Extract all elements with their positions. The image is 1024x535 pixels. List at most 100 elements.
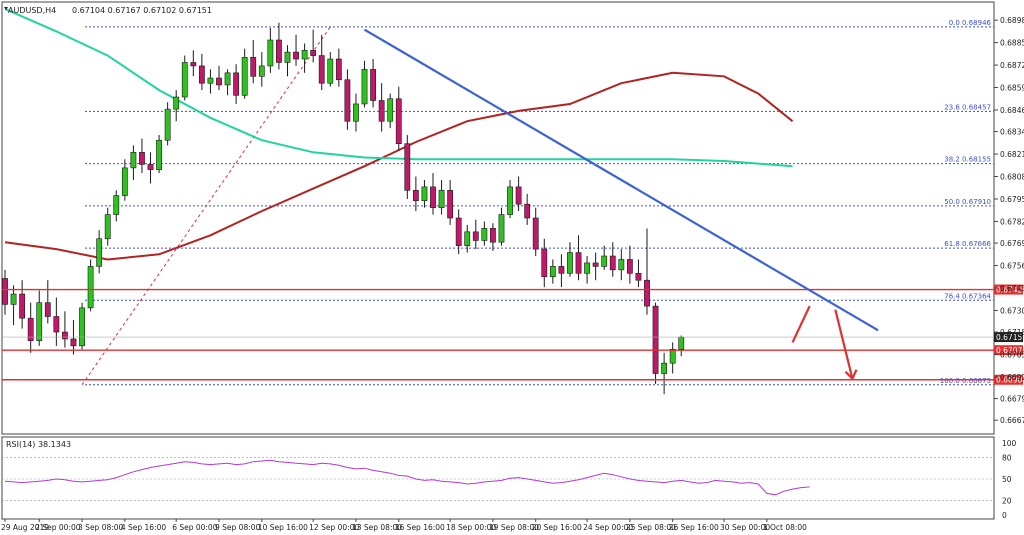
candle-body-down [635,272,642,281]
candle-body-up [669,349,676,364]
candle [464,224,471,253]
rsi-tick-label: 20 [1002,497,1012,506]
candle [524,193,531,225]
candle [455,209,462,255]
candle [669,342,676,374]
level-price-tag [994,374,1023,385]
candle [387,93,394,129]
candle [507,179,513,218]
candle [421,179,428,208]
price-tick-label: 0.67565 [1000,262,1024,271]
candle [62,311,68,348]
candle-body-up [130,152,137,169]
candle-body-down [609,255,616,271]
candle [318,34,325,91]
candle-body-down [515,186,522,205]
candle-body-up [87,266,94,309]
candle-body-down [378,100,385,122]
candle-body-down [318,55,325,84]
ohlc-label: 0.67104 0.67167 0.67102 0.67151 [72,6,212,15]
date-tick-label: 9 Sep 08:00 [215,523,261,532]
date-tick-label: 10 Sep 16:00 [258,523,308,532]
down-arrow-line [834,309,854,379]
candle-body-up [36,302,43,341]
candle [498,207,505,246]
candle [515,176,522,212]
candle [601,245,608,270]
level-price-label: 0.67075 [996,346,1024,355]
candle [609,242,616,277]
candle-body-up [104,214,111,240]
rsi-line [4,459,810,496]
rsi-tick-label: 100 [1002,439,1017,448]
candle [173,90,180,122]
candle-body-up [481,228,488,241]
candle-body-down [532,217,539,250]
candle [190,50,197,77]
down-arrow-head-icon [844,369,858,381]
price-tick-label: 0.66795 [1000,395,1024,404]
candle-body-down [44,302,51,317]
candle [147,152,154,184]
candle-body-down [27,317,34,341]
fib-anchor-line [81,26,331,386]
candle [327,52,334,87]
candle [549,259,556,284]
candle [44,280,51,324]
candle-body-down [250,56,257,77]
candle-body-down [541,248,548,278]
candle [104,207,111,246]
candle-body-down [412,190,419,202]
candle [652,302,659,384]
candle-body-up [181,62,188,98]
candle [36,290,43,346]
collapse-triangle-icon[interactable] [4,7,8,10]
candle-body-down [455,217,462,246]
candle [130,145,137,180]
candle-body-down [276,39,282,63]
candle [592,252,599,281]
date-tick-label: 30 Sep 00:00 [720,523,770,532]
candle [395,86,402,151]
date-tick-label: 6 Sep 00:00 [172,523,218,532]
candle-body-down [147,164,154,170]
candle [541,238,548,288]
ma-slow-line [4,71,794,261]
candle-body-up [224,72,231,86]
candle-body-down [490,228,496,243]
trendline [363,28,879,332]
candle-body-down [310,50,317,56]
price-tick-label: 0.68855 [1000,39,1024,48]
candle [404,135,411,199]
candle-body-down [344,79,351,122]
candle [10,285,17,326]
candle-body-down [53,316,60,333]
candle-body-up [113,195,120,215]
date-tick-label: 19 Sep 08:00 [489,523,539,532]
candle [567,242,573,277]
current-price-tag [994,332,1023,343]
candle-body-down [293,51,299,60]
candle [198,53,205,91]
candle [344,69,351,130]
candle [490,223,496,251]
candle [430,173,436,215]
fib-level-label: 50.0 0.67910 [944,198,991,206]
date-tick-label: 4 Sep 16:00 [121,523,167,532]
fib-level-label: 0.0 0.68946 [949,19,992,27]
candle [87,259,94,312]
rsi-label: RSI(14) 38.1343 [6,440,71,449]
candle-body-down [644,279,650,307]
price-pane [1,1,995,435]
candle-body-up [464,231,471,246]
current-price-label: 0.67151 [996,333,1024,342]
price-tick-label: 0.68725 [1000,61,1024,70]
candle [53,297,60,346]
candle [644,228,650,315]
candle-body-up [387,98,394,122]
